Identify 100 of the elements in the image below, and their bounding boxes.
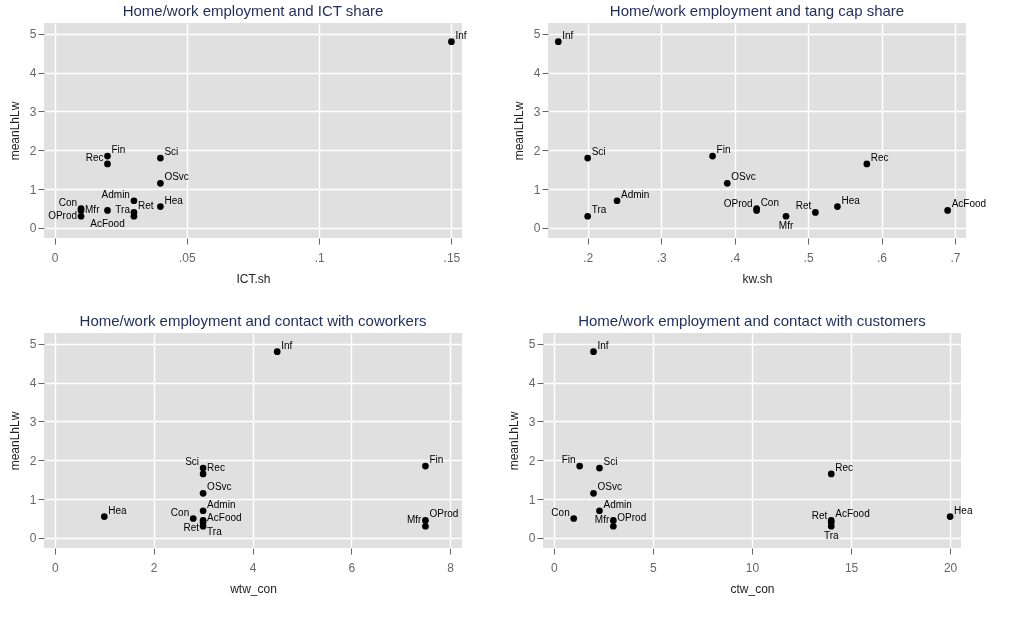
series-label: Admin bbox=[621, 188, 650, 200]
x-tick-label: .4 bbox=[730, 250, 741, 265]
series-label: Inf bbox=[562, 29, 574, 41]
x-tick-label: .05 bbox=[179, 250, 197, 265]
series-label: Sci bbox=[185, 456, 200, 468]
series-label: Rec bbox=[870, 151, 889, 163]
series-label: Hea bbox=[164, 194, 184, 206]
x-tick-label: .15 bbox=[443, 250, 461, 265]
x-tick-label: .7 bbox=[950, 250, 961, 265]
x-tick-label: 8 bbox=[447, 560, 455, 575]
series-label: Mfr bbox=[778, 220, 794, 232]
series-label: Mfr bbox=[594, 514, 610, 526]
y-tick-label: 5 bbox=[528, 337, 536, 352]
series-label: Con bbox=[58, 196, 78, 208]
y-tick-label: 4 bbox=[528, 376, 536, 391]
series-label: Sci bbox=[603, 456, 618, 468]
chart-title: Home/work employment and contact with customers bbox=[578, 312, 926, 329]
series-label: Con bbox=[551, 506, 570, 518]
chart-title: Home/work employment and ICT share bbox=[122, 2, 384, 19]
series-label: Hea bbox=[954, 504, 973, 516]
y-tick-label: 5 bbox=[533, 27, 541, 42]
series-label: AcFood bbox=[207, 512, 242, 524]
x-tick-label: 4 bbox=[249, 560, 257, 575]
x-tick-label: .3 bbox=[656, 250, 667, 265]
x-tick-label: 2 bbox=[150, 560, 158, 575]
y-tick-label: 1 bbox=[533, 182, 541, 197]
x-tick-label: .2 bbox=[583, 250, 594, 265]
x-tick-label: 6 bbox=[348, 560, 356, 575]
series-label: Ret bbox=[137, 200, 154, 212]
series-label: Sci bbox=[591, 146, 606, 158]
series-label: AcFood bbox=[835, 508, 870, 520]
y-axis-title: meanLhLw bbox=[511, 101, 526, 161]
chart-title: Home/work employment and tang cap share bbox=[609, 2, 905, 19]
series-label: Fin bbox=[429, 454, 444, 466]
y-tick-label: 2 bbox=[29, 453, 37, 468]
series-label: Admin bbox=[101, 188, 130, 200]
series-label: Rec bbox=[207, 461, 225, 473]
y-tick-label: 4 bbox=[29, 376, 37, 391]
series-label: OProd bbox=[723, 198, 753, 210]
y-tick-label: 2 bbox=[533, 143, 541, 158]
series-label: OSvc bbox=[597, 481, 622, 493]
series-label: Inf bbox=[597, 339, 609, 351]
series-label: Fin bbox=[561, 454, 576, 466]
series-label: OSvc bbox=[164, 171, 189, 183]
y-tick-label: 4 bbox=[533, 66, 541, 81]
series-label: Inf bbox=[455, 29, 467, 41]
series-label: Admin bbox=[207, 498, 236, 510]
series-label: Ret bbox=[183, 522, 200, 534]
y-tick-label: 2 bbox=[29, 143, 37, 158]
series-label: Ret bbox=[795, 200, 812, 212]
series-label: OProd bbox=[617, 512, 647, 524]
x-tick-label: .6 bbox=[877, 250, 888, 265]
y-tick-label: 1 bbox=[29, 492, 37, 507]
x-axis-title: wtw_con bbox=[229, 581, 277, 596]
x-axis-title: ctw_con bbox=[730, 581, 775, 596]
y-tick-label: 0 bbox=[29, 531, 37, 546]
series-label: OProd bbox=[48, 210, 78, 222]
series-label: Admin bbox=[603, 498, 632, 510]
chart-title: Home/work employment and contact with coworkers bbox=[79, 312, 427, 329]
series-label: Hea bbox=[841, 194, 861, 206]
y-axis-title: meanLhLw bbox=[506, 411, 521, 471]
y-axis-title: meanLhLw bbox=[7, 101, 22, 161]
series-label: Con bbox=[170, 506, 190, 518]
y-tick-label: 3 bbox=[528, 414, 536, 429]
x-tick-label: 0 bbox=[52, 560, 60, 575]
series-label: Tra bbox=[207, 526, 223, 538]
x-tick-label: 0 bbox=[51, 250, 59, 265]
series-label: Mfr bbox=[85, 204, 101, 216]
x-tick-label: 5 bbox=[650, 560, 658, 575]
y-tick-label: 3 bbox=[29, 414, 37, 429]
x-tick-label: .1 bbox=[314, 250, 325, 265]
y-axis-title: meanLhLw bbox=[7, 411, 22, 471]
series-label: Fin bbox=[716, 144, 731, 156]
y-tick-label: 4 bbox=[29, 66, 37, 81]
x-tick-label: 10 bbox=[745, 560, 760, 575]
series-label: OProd bbox=[429, 508, 459, 520]
x-tick-label: 0 bbox=[551, 560, 559, 575]
series-label: Tra bbox=[823, 530, 839, 542]
series-label: Tra bbox=[115, 204, 131, 216]
y-tick-label: 5 bbox=[29, 27, 37, 42]
y-tick-label: 0 bbox=[533, 221, 541, 236]
series-label: Hea bbox=[108, 504, 128, 516]
series-label: OSvc bbox=[731, 171, 756, 183]
y-tick-label: 1 bbox=[29, 182, 37, 197]
y-tick-label: 0 bbox=[29, 221, 37, 236]
y-tick-label: 5 bbox=[29, 337, 37, 352]
series-label: Sci bbox=[164, 146, 179, 158]
y-tick-label: 1 bbox=[528, 492, 536, 507]
series-label: Inf bbox=[281, 339, 293, 351]
series-label: Ret bbox=[811, 510, 828, 522]
x-axis-title: ICT.sh bbox=[236, 271, 271, 286]
y-tick-label: 3 bbox=[533, 104, 541, 119]
x-tick-label: .5 bbox=[803, 250, 814, 265]
y-tick-label: 2 bbox=[528, 453, 536, 468]
series-label: OSvc bbox=[207, 481, 232, 493]
series-label: Mfr bbox=[406, 514, 423, 526]
x-axis-title: kw.sh bbox=[742, 271, 773, 286]
series-label: Tra bbox=[591, 204, 607, 216]
y-tick-label: 3 bbox=[29, 104, 37, 119]
series-label: AcFood bbox=[90, 218, 125, 230]
